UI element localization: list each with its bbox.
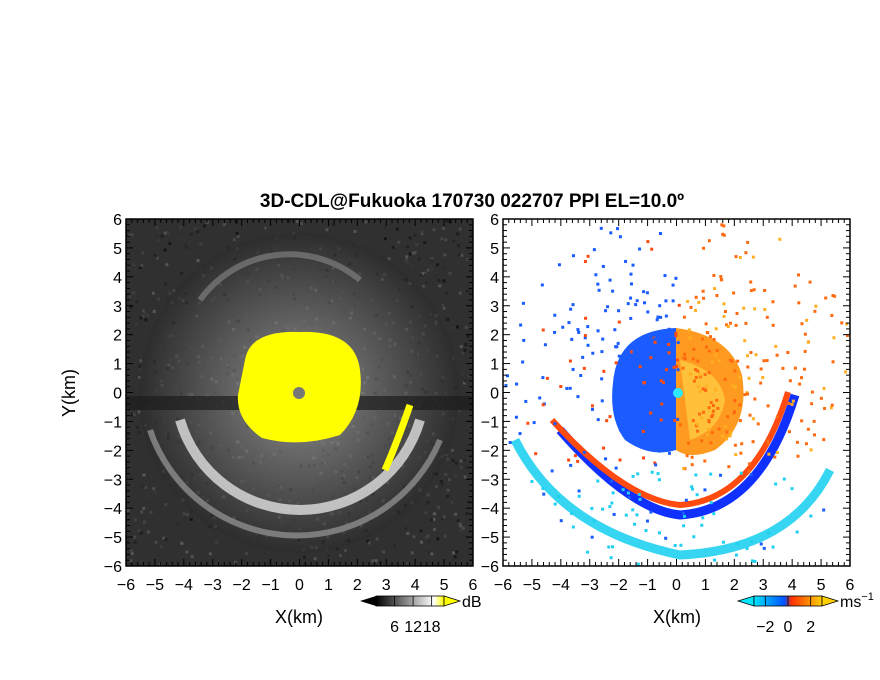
velocity-ring-edge: [549, 391, 791, 509]
intensity-arc: [175, 418, 425, 515]
intensity-y-tick-label: 2: [113, 328, 122, 345]
intensity-colorbar-arrow-high: [443, 595, 462, 607]
intensity-y-tick-label: −5: [104, 530, 122, 547]
colorbar-tick-label: 2: [806, 619, 815, 636]
intensity-x-tick-label: 0: [295, 577, 304, 594]
velocity-y-tick-label: −6: [481, 559, 499, 576]
velocity-x-tick-label: 1: [701, 577, 710, 594]
velocity-colorbar-unit-exponent: −1: [861, 591, 874, 603]
intensity-y-tick-label: −1: [104, 414, 122, 431]
velocity-y-tick-label: 1: [490, 357, 499, 374]
velocity-positive-inner: [680, 360, 725, 440]
intensity-y-tick-label: 6: [113, 212, 122, 229]
velocity-x-tick-label: −5: [523, 577, 541, 594]
intensity-arc-outer: [147, 429, 443, 539]
velocity-x-tick-label: 3: [759, 577, 768, 594]
intensity-x-tick-label: −2: [233, 577, 251, 594]
velocity-x-tick-label: 2: [730, 577, 739, 594]
velocity-x-tick-label: −4: [552, 577, 570, 594]
velocity-panel: [503, 219, 850, 566]
colorbar-tick-label: 12: [404, 619, 422, 636]
intensity-x-tick-label: 5: [440, 577, 449, 594]
velocity-x-tick-label: 4: [788, 577, 797, 594]
colorbar-tick-label: −2: [756, 619, 774, 636]
velocity-y-tick-label: 6: [490, 212, 499, 229]
velocity-y-tick-label: 2: [490, 328, 499, 345]
intensity-y-tick-label: 0: [113, 386, 122, 403]
colorbar-tick-label: 18: [423, 619, 441, 636]
intensity-y-tick-label: 3: [113, 299, 122, 316]
x-axis-label-right: X(km): [653, 607, 701, 627]
intensity-panel: [126, 219, 473, 566]
intensity-x-tick-label: 6: [469, 577, 478, 594]
velocity-x-tick-label: 0: [672, 577, 681, 594]
intensity-x-tick-label: −5: [146, 577, 164, 594]
intensity-x-tick-label: −1: [261, 577, 279, 594]
velocity-axes: −6 −5 −4 −3 −2 −1 0 1 2 3 4 5 6 −6 −5 −4 −3 −2 −1 0 1 2 3 4 5 6: [481, 212, 855, 594]
velocity-x-tick-label: −1: [638, 577, 656, 594]
velocity-colorbar: −2 0 2 ms−1: [736, 591, 874, 636]
velocity-x-tick-label: 6: [846, 577, 855, 594]
velocity-colorbar-unit: ms−1: [840, 591, 874, 611]
velocity-y-tick-label: 5: [490, 241, 499, 258]
velocity-y-tick-label: −5: [481, 530, 499, 547]
velocity-x-tick-label: −6: [494, 577, 512, 594]
velocity-x-tick-label: 5: [817, 577, 826, 594]
velocity-y-tick-label: 4: [490, 270, 499, 287]
intensity-colorbar-body: [375, 595, 445, 607]
intensity-y-tick-label: 1: [113, 357, 122, 374]
velocity-colorbar-arrow-high: [821, 595, 840, 607]
intensity-y-tick-label: −6: [104, 559, 122, 576]
velocity-y-tick-label: 3: [490, 299, 499, 316]
intensity-x-tick-label: −3: [204, 577, 222, 594]
intensity-colorbar: 6 12 18 dB: [360, 594, 482, 636]
colorbar-tick-label: 6: [390, 619, 399, 636]
velocity-x-tick-label: −2: [610, 577, 628, 594]
velocity-y-tick-label: −4: [481, 501, 499, 518]
intensity-x-tick-label: 3: [382, 577, 391, 594]
velocity-y-tick-label: −1: [481, 414, 499, 431]
intensity-x-tick-label: −4: [175, 577, 193, 594]
intensity-x-tick-label: 1: [324, 577, 333, 594]
velocity-outer-arc: [510, 437, 835, 560]
velocity-y-tick-label: 0: [490, 386, 499, 403]
velocity-site-marker: [673, 388, 683, 398]
x-axis-label-left: X(km): [275, 607, 323, 627]
intensity-y-tick-label: −4: [104, 501, 122, 518]
velocity-y-tick-label: −3: [481, 472, 499, 489]
radar-site-marker: [293, 387, 305, 399]
intensity-y-tick-label: −2: [104, 443, 122, 460]
intensity-x-tick-label: −6: [117, 577, 135, 594]
colorbar-tick-label: 0: [784, 619, 793, 636]
intensity-colorbar-arrow-low: [360, 596, 376, 606]
y-axis-label: Y(km): [59, 369, 79, 417]
intensity-x-tick-label: 2: [353, 577, 362, 594]
intensity-x-tick-label: 4: [411, 577, 420, 594]
velocity-y-tick-label: −2: [481, 443, 499, 460]
intensity-colorbar-unit: dB: [462, 594, 482, 611]
intensity-y-tick-label: 4: [113, 270, 122, 287]
intensity-axes: −6 −5 −4 −3 −2 −1 0 1 2 3 4 5 6 −6 −5 −4 −3 −2 −1 0 1 2 3 4 5 6: [104, 212, 478, 594]
intensity-y-tick-label: 5: [113, 241, 122, 258]
intensity-arc-upper: [197, 251, 362, 302]
intensity-y-tick-label: −3: [104, 472, 122, 489]
intensity-saturated-streak: [381, 403, 414, 472]
velocity-speckles: [504, 223, 849, 566]
velocity-x-tick-label: −3: [581, 577, 599, 594]
chart-title: 3D-CDL@Fukuoka 170730 022707 PPI EL=10.0…: [260, 191, 684, 212]
velocity-colorbar-arrow-low: [736, 595, 755, 607]
